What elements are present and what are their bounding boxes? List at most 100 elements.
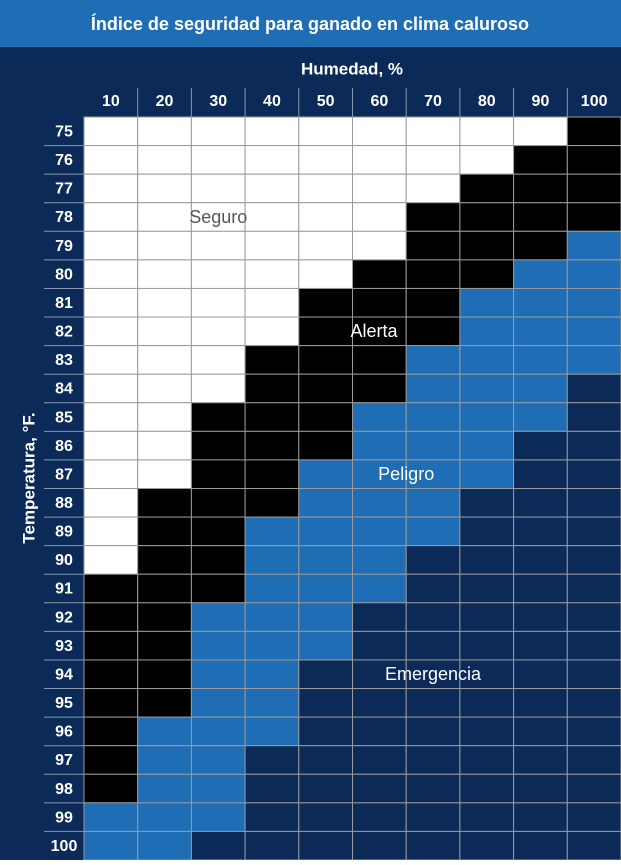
row-label: 75	[55, 124, 73, 141]
cell	[83, 602, 139, 632]
cell	[137, 345, 192, 375]
cell	[83, 630, 139, 661]
cell	[352, 116, 407, 147]
cell	[137, 716, 192, 747]
cell	[513, 116, 568, 147]
cell	[83, 402, 139, 432]
cell	[352, 573, 407, 604]
cell	[137, 573, 192, 604]
cell	[244, 259, 300, 289]
cell	[190, 345, 246, 375]
cell	[405, 345, 461, 375]
cell	[405, 630, 461, 661]
cell	[244, 402, 300, 432]
cell	[513, 573, 568, 604]
cell	[566, 488, 621, 518]
cell	[513, 373, 568, 404]
cell	[405, 145, 461, 175]
cell	[244, 573, 300, 604]
cell	[298, 716, 353, 747]
cell	[244, 488, 300, 518]
cell	[244, 230, 300, 261]
cell	[83, 516, 139, 547]
row-label: 77	[55, 181, 73, 198]
row-label: 76	[55, 152, 73, 169]
cell	[298, 573, 353, 604]
cell	[190, 602, 246, 632]
cell	[298, 630, 353, 661]
cell	[459, 573, 515, 604]
row-label: 89	[55, 524, 73, 541]
cell	[513, 316, 568, 347]
cell	[190, 488, 246, 518]
cell	[405, 745, 461, 775]
cell	[352, 345, 407, 375]
cell	[190, 659, 246, 690]
cell	[352, 259, 407, 289]
cell	[298, 345, 353, 375]
cell	[352, 402, 407, 432]
cell	[298, 830, 353, 861]
cell	[244, 287, 300, 318]
cell	[352, 716, 407, 747]
row-label: 98	[55, 781, 73, 798]
title-bar	[0, 0, 621, 47]
cell	[405, 259, 461, 289]
cell	[513, 688, 568, 718]
cell	[244, 459, 300, 489]
cell	[352, 688, 407, 718]
cell	[83, 259, 139, 289]
cell	[513, 345, 568, 375]
cell	[83, 202, 139, 232]
cell	[513, 659, 568, 690]
cell	[298, 488, 353, 518]
cell	[298, 802, 353, 832]
row-label: 84	[55, 381, 73, 398]
cell	[566, 459, 621, 489]
cell	[513, 287, 568, 318]
cell	[513, 402, 568, 432]
cell	[244, 830, 300, 861]
column-label: 90	[532, 93, 550, 110]
cell	[137, 202, 192, 232]
cell	[137, 373, 192, 404]
cell	[83, 573, 139, 604]
column-label: 80	[478, 93, 496, 110]
cell	[405, 402, 461, 432]
cell	[83, 802, 139, 832]
cell	[513, 488, 568, 518]
cell	[244, 602, 300, 632]
cell	[459, 145, 515, 175]
cell	[190, 802, 246, 832]
cell	[352, 545, 407, 575]
cell	[83, 830, 139, 861]
cell	[513, 202, 568, 232]
cell	[244, 316, 300, 347]
cell	[513, 773, 568, 804]
cell	[298, 402, 353, 432]
cell	[459, 688, 515, 718]
cell	[244, 345, 300, 375]
cell	[566, 802, 621, 832]
cell	[137, 459, 192, 489]
title: Índice de seguridad para ganado en clima…	[91, 13, 529, 34]
row-label: 96	[55, 724, 73, 741]
zone-label: Alerta	[350, 321, 398, 341]
cell	[190, 230, 246, 261]
cell	[190, 373, 246, 404]
cell	[513, 602, 568, 632]
cell	[566, 745, 621, 775]
cell	[513, 745, 568, 775]
zone-label: Peligro	[378, 464, 434, 484]
cell	[244, 630, 300, 661]
row-label: 80	[55, 266, 73, 283]
cell	[566, 116, 621, 147]
row-label: 99	[55, 809, 73, 826]
column-label: 60	[370, 93, 388, 110]
cell	[566, 230, 621, 261]
column-label: 20	[156, 93, 174, 110]
cell	[513, 630, 568, 661]
row-label: 91	[55, 581, 73, 598]
cell	[566, 145, 621, 175]
cell	[459, 373, 515, 404]
